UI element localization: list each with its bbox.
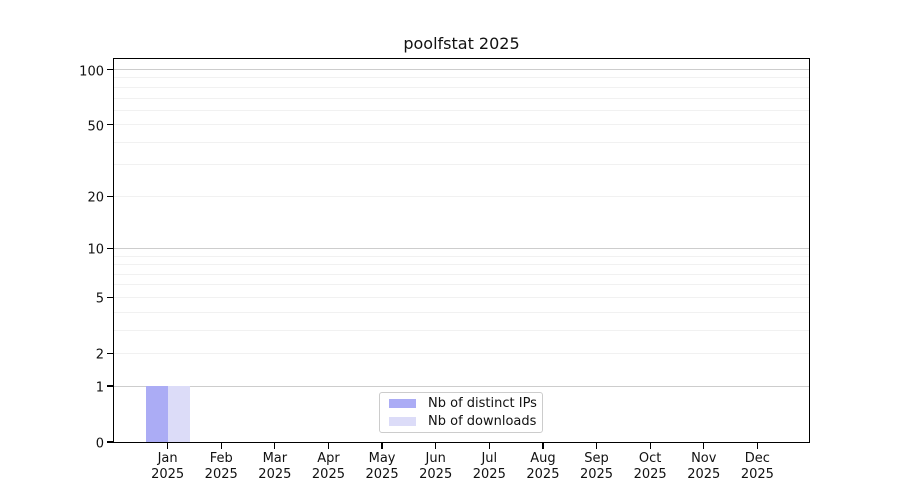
y-tick-mark bbox=[107, 247, 113, 250]
x-tick-label-line: Jul bbox=[481, 451, 498, 466]
x-tick-label-line: Dec bbox=[744, 451, 770, 466]
chart-title: poolfstat 2025 bbox=[403, 34, 520, 53]
y-tick-mark bbox=[107, 352, 113, 354]
legend: Nb of distinct IPs Nb of downloads bbox=[379, 392, 543, 433]
y-tick-label: 2 bbox=[95, 347, 104, 363]
gridline-minor bbox=[114, 195, 809, 197]
x-tick-label-line: 2025 bbox=[258, 467, 292, 482]
y-tick-mark bbox=[107, 68, 113, 71]
gridline-minor bbox=[114, 164, 809, 166]
x-tick-label-line: Sep bbox=[584, 451, 609, 466]
x-tick-label-line: Oct bbox=[638, 451, 662, 466]
x-tick-label: Oct 2025 bbox=[618, 451, 682, 483]
x-tick-mark bbox=[327, 443, 330, 449]
x-tick-label-line: 2025 bbox=[204, 467, 238, 482]
x-tick-label: Apr 2025 bbox=[296, 451, 360, 483]
legend-label: Nb of distinct IPs bbox=[428, 396, 537, 411]
x-tick-label-line: 2025 bbox=[151, 467, 185, 482]
legend-row: Nb of distinct IPs bbox=[389, 396, 537, 411]
gridline-minor bbox=[114, 77, 809, 79]
x-tick-label: May 2025 bbox=[350, 451, 414, 483]
x-tick-label-line: 2025 bbox=[365, 467, 399, 482]
x-tick-label-line: Mar bbox=[262, 451, 288, 466]
x-tick-label: Dec 2025 bbox=[725, 451, 789, 483]
y-tick-label: 50 bbox=[87, 119, 104, 135]
x-tick-label: Sep 2025 bbox=[565, 451, 629, 483]
y-tick-mark bbox=[107, 441, 113, 443]
x-tick-label-line: May bbox=[368, 451, 396, 466]
x-tick-mark bbox=[166, 443, 169, 449]
x-tick-label: Jan 2025 bbox=[136, 451, 200, 483]
gridline-minor bbox=[114, 273, 809, 275]
x-tick-mark bbox=[381, 443, 383, 449]
x-tick-label-line: 2025 bbox=[740, 467, 774, 482]
x-tick-label-line: Jun bbox=[425, 451, 446, 466]
gridline-major bbox=[114, 69, 809, 71]
legend-swatch bbox=[389, 417, 416, 426]
x-tick-label: Jul 2025 bbox=[457, 451, 521, 483]
x-tick-label: Nov 2025 bbox=[672, 451, 736, 483]
x-tick-label-line: Aug bbox=[530, 451, 556, 466]
x-tick-label-line: 2025 bbox=[472, 467, 506, 482]
x-tick-mark bbox=[756, 443, 759, 449]
x-tick-label-line: Jan bbox=[157, 451, 178, 466]
x-tick-mark bbox=[542, 443, 544, 449]
y-tick-mark bbox=[107, 124, 113, 126]
x-tick-label-line: 2025 bbox=[633, 467, 667, 482]
gridline-minor bbox=[114, 329, 809, 331]
bar-distinct-ips bbox=[145, 386, 168, 442]
x-tick-label-line: 2025 bbox=[579, 467, 614, 482]
x-tick-mark bbox=[435, 443, 437, 449]
gridline-minor bbox=[114, 296, 809, 298]
legend-label: Nb of downloads bbox=[428, 414, 537, 429]
x-tick-mark bbox=[595, 443, 598, 449]
gridline-minor bbox=[114, 284, 809, 286]
x-tick-label-line: Nov bbox=[691, 451, 717, 466]
x-tick-label: Jun 2025 bbox=[404, 451, 468, 483]
y-tick-label: 20 bbox=[87, 190, 104, 206]
legend-row: Nb of downloads bbox=[389, 414, 537, 429]
x-tick-mark bbox=[703, 443, 705, 449]
x-tick-mark bbox=[274, 443, 276, 449]
gridline-major bbox=[114, 385, 809, 387]
y-tick-mark bbox=[107, 296, 113, 299]
x-tick-label: Feb 2025 bbox=[189, 451, 253, 483]
gridline-minor bbox=[114, 352, 809, 354]
gridline-minor bbox=[114, 109, 809, 111]
x-tick-mark bbox=[488, 443, 490, 449]
x-tick-mark bbox=[220, 443, 222, 449]
x-tick-mark bbox=[649, 443, 651, 449]
x-tick-label-line: Apr bbox=[317, 451, 340, 466]
x-tick-label-line: Feb bbox=[209, 451, 233, 466]
x-tick-label-line: 2025 bbox=[311, 467, 345, 482]
y-tick-label: 1 bbox=[95, 380, 104, 396]
gridline-minor bbox=[114, 264, 809, 266]
gridline-minor bbox=[114, 124, 809, 126]
y-tick-label: 0 bbox=[95, 436, 104, 452]
gridline-major bbox=[114, 248, 809, 249]
y-tick-label: 10 bbox=[87, 242, 104, 258]
gridline-minor bbox=[114, 311, 809, 313]
legend-swatch bbox=[389, 399, 416, 408]
gridline-minor bbox=[114, 255, 809, 257]
y-tick-label: 100 bbox=[79, 64, 104, 80]
x-tick-label-line: 2025 bbox=[526, 467, 560, 482]
y-tick-mark bbox=[107, 385, 113, 387]
plot-area: 0 1 2 5 10 20 50 100 Jan 2025 Feb 2025 Mar 2025 Apr 202… bbox=[79, 58, 810, 482]
gridline-minor bbox=[114, 97, 809, 99]
bar-downloads bbox=[167, 386, 190, 442]
gridline-minor bbox=[114, 141, 809, 143]
x-tick-label: Aug 2025 bbox=[511, 451, 575, 483]
y-tick-label: 5 bbox=[95, 291, 104, 307]
x-tick-label: Mar 2025 bbox=[243, 451, 307, 483]
gridline-minor bbox=[114, 86, 809, 88]
y-tick-mark bbox=[107, 195, 113, 197]
x-tick-label-line: 2025 bbox=[419, 467, 453, 482]
x-tick-label-line: 2025 bbox=[687, 467, 721, 482]
